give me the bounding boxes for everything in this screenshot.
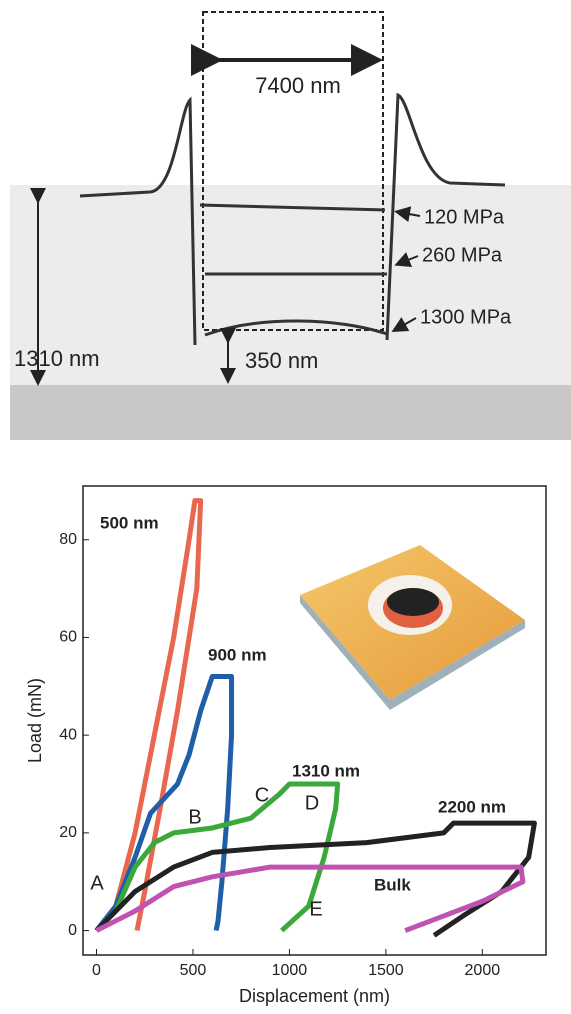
x-tick-label: 1500	[368, 962, 404, 979]
inset-hole-shadow	[387, 588, 439, 616]
annotation: D	[305, 792, 319, 814]
annotation: C	[255, 784, 269, 806]
annotation: E	[309, 898, 322, 920]
y-axis-label: Load (mN)	[25, 678, 45, 763]
annotation: B	[188, 806, 201, 828]
y-tick-label: 40	[59, 726, 77, 743]
series-label: 500 nm	[100, 513, 159, 532]
x-tick-label: 1000	[272, 962, 308, 979]
y-tick-label: 80	[59, 531, 77, 548]
thickness-label: 1310 nm	[14, 346, 100, 371]
x-tick-label: 500	[180, 962, 207, 979]
width-label: 7400 nm	[255, 73, 341, 98]
annotation: A	[90, 872, 104, 894]
x-tick-label: 0	[92, 962, 101, 979]
x-axis-label: Displacement (nm)	[239, 986, 390, 1006]
x-tick-label: 2000	[465, 962, 501, 979]
inset-image	[300, 545, 525, 710]
stress-label: 1300 MPa	[420, 306, 512, 328]
series-label: 1310 nm	[292, 761, 360, 780]
series-label: Bulk	[374, 875, 411, 894]
series-label: 2200 nm	[438, 797, 506, 816]
series-line	[97, 501, 201, 931]
y-tick-label: 20	[59, 824, 77, 841]
stress-label: 120 MPa	[424, 206, 505, 228]
y-tick-label: 60	[59, 629, 77, 646]
depth-label: 350 nm	[245, 348, 318, 373]
stress-label: 260 MPa	[422, 244, 503, 266]
film-diagram: 7400 nm 120 MPa 260 MPa 1300 MPa 1310 nm…	[10, 12, 571, 440]
series-label: 900 nm	[208, 645, 267, 664]
substrate	[10, 385, 571, 440]
figure: 7400 nm 120 MPa 260 MPa 1300 MPa 1310 nm…	[0, 0, 571, 1009]
y-tick-label: 0	[68, 922, 77, 939]
